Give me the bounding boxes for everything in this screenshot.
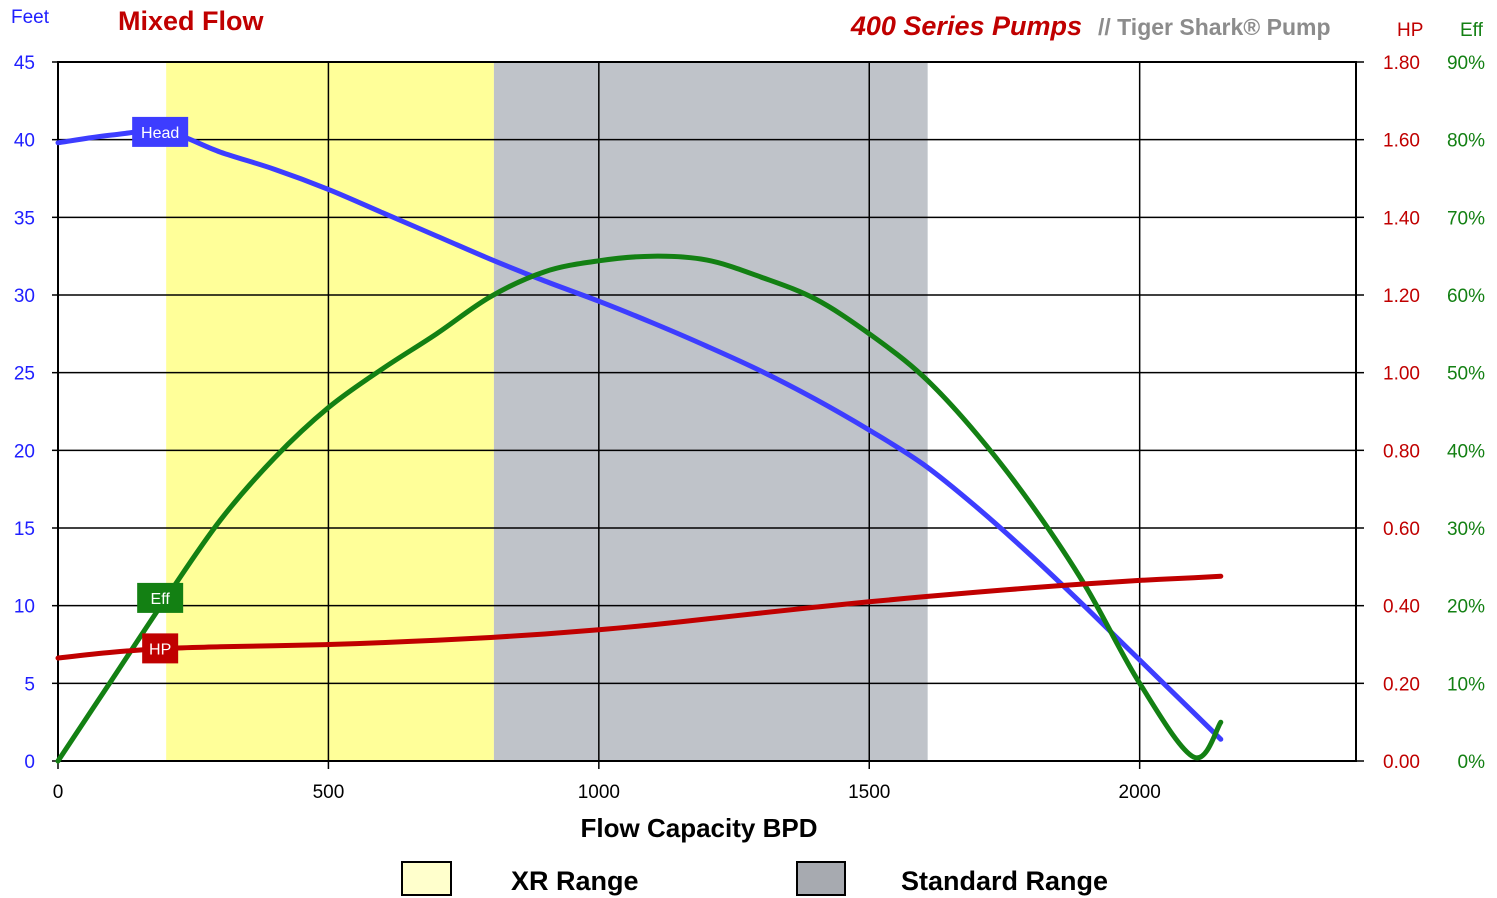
x-tick-label: 500 [313, 782, 345, 803]
series-line-head [55, 128, 1224, 742]
hp-tick-label: 0.40 [1383, 597, 1420, 618]
series-line-eff [55, 253, 1224, 764]
eff-tick-label: 70% [1447, 208, 1485, 229]
range-band-0 [166, 62, 494, 761]
series-label-head: Head [141, 125, 179, 142]
eff-tick-label: 90% [1447, 53, 1485, 74]
series-lines [55, 128, 1224, 764]
series-label-box-head [132, 116, 189, 147]
hp-tick-label: 0.00 [1383, 752, 1420, 773]
chart-title: Mixed Flow [118, 6, 265, 36]
feet-tick-label: 15 [14, 519, 35, 540]
grid-lines [52, 61, 1364, 769]
feet-tick-label: 0 [24, 752, 35, 773]
x-tick-label: 1000 [578, 782, 620, 803]
hp-tick-label: 0.80 [1383, 441, 1420, 462]
hp-tick-label: 0.20 [1383, 674, 1420, 695]
feet-tick-label: 20 [14, 441, 35, 462]
hp-tick-label: 1.00 [1383, 364, 1420, 385]
eff-tick-label: 0% [1458, 752, 1486, 773]
hp-tick-label: 0.60 [1383, 519, 1420, 540]
legend-standard-label: Standard Range [901, 866, 1108, 896]
eff-tick-label: 40% [1447, 441, 1485, 462]
x-tick-label: 1500 [848, 782, 890, 803]
series-label-hp: HP [149, 641, 171, 658]
left-axis-label: Feet [11, 7, 50, 28]
eff-tick-label: 60% [1447, 286, 1485, 307]
eff-tick-label: 30% [1447, 519, 1485, 540]
range-band-1 [493, 62, 928, 761]
axis-tick-labels: 0 0.00 0% 5 0.20 10% 10 0.40 20% 15 0.60 30% 20 0.80 4… [14, 53, 1485, 803]
feet-tick-label: 40 [14, 131, 35, 152]
feet-tick-label: 45 [14, 53, 35, 74]
chart-subtitle: 400 Series Pumps [850, 11, 1082, 41]
plot-frame [57, 61, 1357, 762]
operating-ranges [166, 62, 928, 761]
legend-xr-swatch [401, 861, 452, 896]
eff-tick-label: 10% [1447, 674, 1485, 695]
feet-tick-label: 25 [14, 364, 35, 385]
hp-tick-label: 1.80 [1383, 53, 1420, 74]
x-axis-label: Flow Capacity BPD [581, 813, 818, 843]
feet-tick-label: 5 [24, 674, 35, 695]
x-tick-label: 0 [53, 782, 64, 803]
feet-tick-label: 30 [14, 286, 35, 307]
x-tick-label: 2000 [1119, 782, 1161, 803]
series-line-hp [55, 573, 1224, 661]
hp-tick-label: 1.20 [1383, 286, 1420, 307]
series-label-box-hp [142, 633, 179, 664]
series-label-eff: Eff [151, 591, 171, 608]
feet-tick-label: 10 [14, 597, 35, 618]
hp-axis-label: HP [1397, 20, 1423, 41]
hp-tick-label: 1.60 [1383, 131, 1420, 152]
brand-label: // Tiger Shark® Pump [1098, 14, 1331, 40]
series-labels: Head Eff HP [132, 116, 189, 664]
eff-axis-label: Eff [1460, 20, 1484, 41]
legend-xr-label: XR Range [511, 866, 639, 896]
series-label-box-eff [137, 582, 184, 613]
feet-tick-label: 35 [14, 208, 35, 229]
eff-tick-label: 20% [1447, 597, 1485, 618]
hp-tick-label: 1.40 [1383, 208, 1420, 229]
eff-tick-label: 80% [1447, 131, 1485, 152]
eff-tick-label: 50% [1447, 364, 1485, 385]
legend-standard-swatch [796, 861, 846, 896]
